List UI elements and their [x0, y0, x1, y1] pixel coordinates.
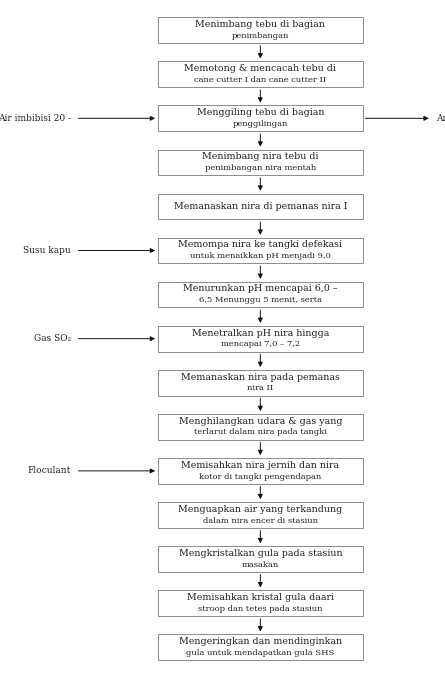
Bar [158, 546, 363, 572]
Bar [158, 634, 363, 660]
Text: Menimbang tebu di bagian: Menimbang tebu di bagian [195, 20, 325, 29]
Bar [158, 326, 363, 352]
Text: Menurunkan pH mencapai 6,0 –: Menurunkan pH mencapai 6,0 – [183, 285, 338, 294]
Text: penggilingan: penggilingan [233, 120, 288, 128]
Text: mencapai 7,0 – 7,2: mencapai 7,0 – 7,2 [221, 340, 300, 348]
Text: Menetralkan pH nira hingga: Menetralkan pH nira hingga [192, 328, 329, 337]
Text: Air imbibisi 20 -: Air imbibisi 20 - [0, 114, 71, 123]
Text: Menimbang nira tebu di: Menimbang nira tebu di [202, 152, 319, 161]
Text: Menggiling tebu di bagian: Menggiling tebu di bagian [197, 108, 324, 117]
Bar [158, 590, 363, 616]
Bar [158, 62, 363, 87]
Text: masakan: masakan [242, 561, 279, 568]
Text: penimbangan nira mentah: penimbangan nira mentah [205, 164, 316, 172]
Text: terlarut dalam nira pada tangki: terlarut dalam nira pada tangki [194, 428, 327, 437]
Text: nira II: nira II [247, 384, 273, 392]
Bar [158, 458, 363, 484]
Text: Floculant: Floculant [28, 466, 71, 475]
Bar [158, 105, 363, 131]
Text: Ampas 30: Ampas 30 [436, 114, 445, 123]
Text: Menguapkan air yang terkandung: Menguapkan air yang terkandung [178, 505, 343, 514]
Text: stroop dan tetes pada stasiun: stroop dan tetes pada stasiun [198, 604, 323, 613]
Text: Memanaskan nira di pemanas nira I: Memanaskan nira di pemanas nira I [174, 202, 347, 211]
Bar [158, 282, 363, 307]
Text: Mengkristalkan gula pada stasiun: Mengkristalkan gula pada stasiun [178, 549, 342, 558]
Text: Menghilangkan udara & gas yang: Menghilangkan udara & gas yang [178, 416, 342, 425]
Bar [158, 502, 363, 528]
Text: untuk menaikkan pH menjadi 9,0: untuk menaikkan pH menjadi 9,0 [190, 252, 331, 260]
Text: kotor di tangki pengendapan: kotor di tangki pengendapan [199, 473, 321, 480]
Bar [158, 370, 363, 396]
Text: Memisahkan kristal gula daari: Memisahkan kristal gula daari [187, 593, 334, 602]
Bar [158, 414, 363, 440]
Text: Memanaskan nira pada pemanas: Memanaskan nira pada pemanas [181, 373, 340, 382]
Text: Mengeringkan dan mendinginkan: Mengeringkan dan mendinginkan [179, 637, 342, 646]
Text: Memompa nira ke tangki defekasi: Memompa nira ke tangki defekasi [178, 240, 342, 249]
Text: cane cutter I dan cane cutter II: cane cutter I dan cane cutter II [194, 76, 327, 84]
Text: Memotong & mencacah tebu di: Memotong & mencacah tebu di [184, 64, 336, 73]
Bar [158, 17, 363, 43]
Bar [158, 238, 363, 264]
Text: dalam nira encer di stasiun: dalam nira encer di stasiun [203, 516, 318, 525]
Text: Memisahkan nira jernih dan nira: Memisahkan nira jernih dan nira [181, 461, 340, 470]
Text: gula untuk mendapatkan gula SHS: gula untuk mendapatkan gula SHS [186, 649, 335, 657]
Text: penimbangan: penimbangan [232, 32, 289, 40]
Bar [158, 150, 363, 176]
Text: 6,5 Menunggu 5 menit, serta: 6,5 Menunggu 5 menit, serta [199, 296, 322, 304]
Text: Susu kapu: Susu kapu [24, 246, 71, 255]
Bar [158, 194, 363, 219]
Text: Gas SO₂: Gas SO₂ [34, 335, 71, 343]
